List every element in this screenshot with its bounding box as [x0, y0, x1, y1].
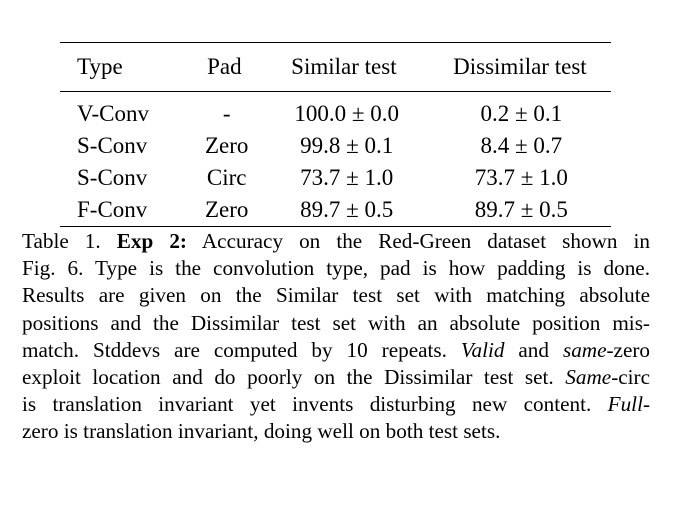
caption-line-1: Table 1. Exp 2: Accuracy on the Red-Gree… — [22, 228, 650, 255]
cell-dissimilar: 0.2 ± 0.1 — [480, 101, 563, 126]
caption-exp: Exp 2: — [116, 229, 187, 253]
table-row: V-Conv - 100.0 ± 0.0 0.2 ± 0.1 — [60, 98, 611, 130]
caption-label: Table 1. — [22, 229, 101, 253]
caption-line-5: match. Stddevs are computed by 10 repeat… — [22, 337, 650, 364]
caption-line-2: Fig. 6. Type is the convolution type, pa… — [22, 256, 650, 281]
table-mid-rule — [60, 91, 611, 92]
table-header-row: Type Pad Similar test Dissimilar test — [60, 43, 611, 91]
caption-full: Full — [607, 392, 643, 417]
results-table-container: Type Pad Similar test Dissimilar test V-… — [60, 42, 611, 227]
caption-same: same — [562, 337, 607, 362]
cell-dissimilar: 89.7 ± 0.5 — [474, 197, 568, 222]
cell-type: S-Conv — [77, 165, 148, 190]
cell-pad: Circ — [206, 165, 247, 190]
caption-valid: Valid — [460, 337, 505, 362]
caption-text-1: Accuracy on the Red-Green dataset shown … — [201, 229, 650, 253]
results-table: Type Pad Similar test Dissimilar test — [60, 43, 611, 91]
header-type: Type — [77, 54, 123, 79]
caption-text-6b: -circ — [611, 364, 651, 389]
caption-line-4: positions and the Dissimilar test set wi… — [22, 310, 650, 335]
cell-dissimilar: 73.7 ± 1.0 — [474, 165, 568, 190]
caption-line-3: Results are given on the Similar test se… — [22, 283, 650, 308]
results-table-body: V-Conv - 100.0 ± 0.0 0.2 ± 0.1 S-Conv Zero 99.… — [60, 98, 611, 226]
cell-similar: 89.7 ± 0.5 — [300, 197, 394, 222]
caption-line-6: exploit location and do poorly on the Di… — [22, 364, 650, 391]
caption-text-6: exploit location and do poorly on the Di… — [22, 364, 554, 389]
table-bottom-rule — [60, 226, 611, 227]
caption-text-5b: and — [518, 337, 549, 362]
table-caption: Table 1. Exp 2: Accuracy on the Red-Gree… — [22, 228, 650, 446]
caption-text-5c: -zero — [606, 337, 651, 362]
caption-line-7: is translation invariant yet invents dis… — [22, 391, 650, 418]
cell-similar: 73.7 ± 1.0 — [300, 165, 394, 190]
cell-type: F-Conv — [77, 197, 148, 222]
caption-line-8: zero is translation invariant, doing wel… — [22, 419, 501, 444]
cell-similar: 100.0 ± 0.0 — [294, 101, 399, 126]
cell-pad: Zero — [204, 197, 249, 222]
header-dissimilar-test: Dissimilar test — [453, 54, 587, 79]
table-row: F-Conv Zero 89.7 ± 0.5 89.7 ± 0.5 — [60, 194, 611, 226]
table-row: S-Conv Circ 73.7 ± 1.0 73.7 ± 1.0 — [60, 162, 611, 194]
cell-pad: - — [222, 101, 231, 126]
cell-pad: Zero — [204, 133, 249, 158]
header-similar-test: Similar test — [291, 54, 397, 79]
caption-same-2: Same — [565, 364, 612, 389]
cell-type: V-Conv — [77, 101, 149, 126]
table-row: S-Conv Zero 99.8 ± 0.1 8.4 ± 0.7 — [60, 130, 611, 162]
cell-type: S-Conv — [77, 133, 148, 158]
cell-similar: 99.8 ± 0.1 — [300, 133, 394, 158]
caption-text-7a: is translation invariant yet invents dis… — [22, 392, 592, 417]
caption-text-7b: - — [642, 392, 651, 417]
table-top-rule — [60, 42, 611, 43]
caption-text-5a: match. Stddevs are computed by 10 repeat… — [22, 337, 447, 362]
cell-dissimilar: 8.4 ± 0.7 — [480, 133, 563, 158]
header-pad: Pad — [207, 54, 242, 79]
